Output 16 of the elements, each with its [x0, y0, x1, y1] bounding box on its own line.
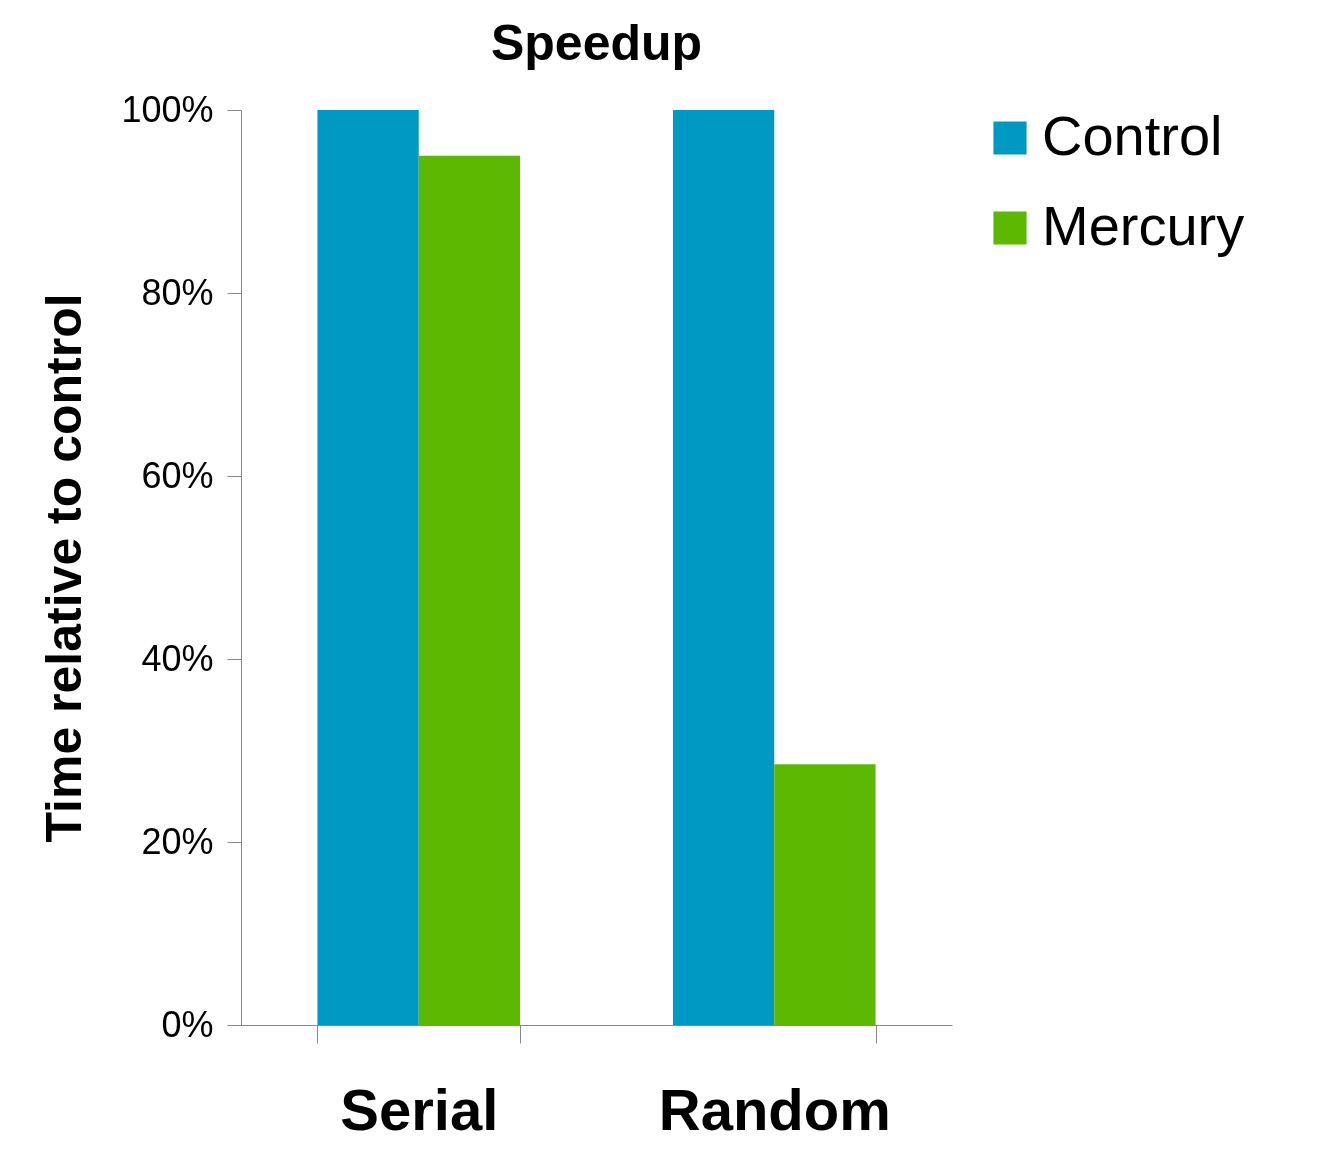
y-tick-label: 0%: [161, 1003, 214, 1045]
y-tick-label: 80%: [141, 271, 214, 313]
y-tick-label: 100%: [121, 88, 214, 130]
y-axis-title: Time relative to control: [36, 293, 93, 843]
bar: [317, 110, 419, 1025]
bar: [672, 110, 775, 1025]
legend-label: Mercury: [1042, 194, 1245, 257]
x-tick-label: Random: [658, 1076, 891, 1142]
y-tick-label: 20%: [141, 820, 214, 862]
x-tick-label: Serial: [340, 1076, 499, 1142]
y-tick-label: 40%: [141, 637, 214, 679]
chart-title: Speedup: [490, 15, 703, 71]
legend-label: Control: [1042, 104, 1223, 167]
bar: [774, 764, 876, 1025]
bar: [418, 155, 521, 1025]
y-tick-label: 60%: [141, 454, 214, 496]
